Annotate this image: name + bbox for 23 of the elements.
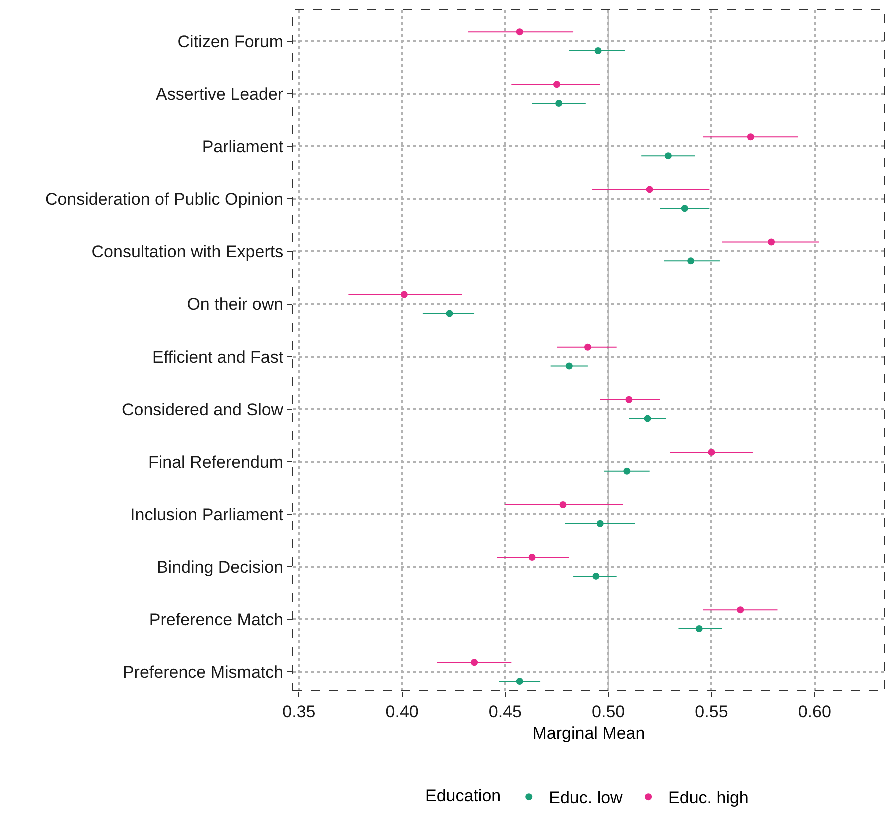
legend-label: Educ. high: [668, 788, 749, 808]
x-axis-title: Marginal Mean: [532, 724, 646, 743]
legend-title: Education: [426, 786, 502, 806]
y-tick-label: Consultation with Experts: [92, 242, 284, 262]
legend-label: Educ. low: [549, 788, 624, 808]
x-tick-label: 0.50: [592, 702, 626, 722]
y-tick-label: Preference Mismatch: [122, 663, 284, 682]
x-tick-label: 0.55: [695, 702, 728, 722]
y-tick-label: Preference Match: [149, 610, 284, 630]
y-tick-label: Efficient and Fast: [152, 348, 284, 367]
y-tick-label: Considered and Slow: [122, 400, 284, 420]
x-tick-label: 0.40: [386, 702, 419, 722]
y-tick-label: On their own: [187, 295, 284, 314]
x-tick-label: 0.60: [798, 702, 832, 722]
y-tick-label: Consideration of Public Opinion: [45, 190, 284, 210]
y-tick-label: Assertive Leader: [156, 85, 284, 104]
y-tick-label: Citizen Forum: [178, 32, 284, 52]
y-tick-label: Final Referendum: [148, 452, 284, 472]
x-tick-label: 0.35: [282, 702, 316, 722]
x-tick-label: 0.45: [488, 702, 522, 722]
y-tick-label: Inclusion Parliament: [130, 505, 284, 524]
y-tick-label: Parliament: [202, 138, 284, 157]
y-tick-label: Binding Decision: [156, 558, 284, 577]
